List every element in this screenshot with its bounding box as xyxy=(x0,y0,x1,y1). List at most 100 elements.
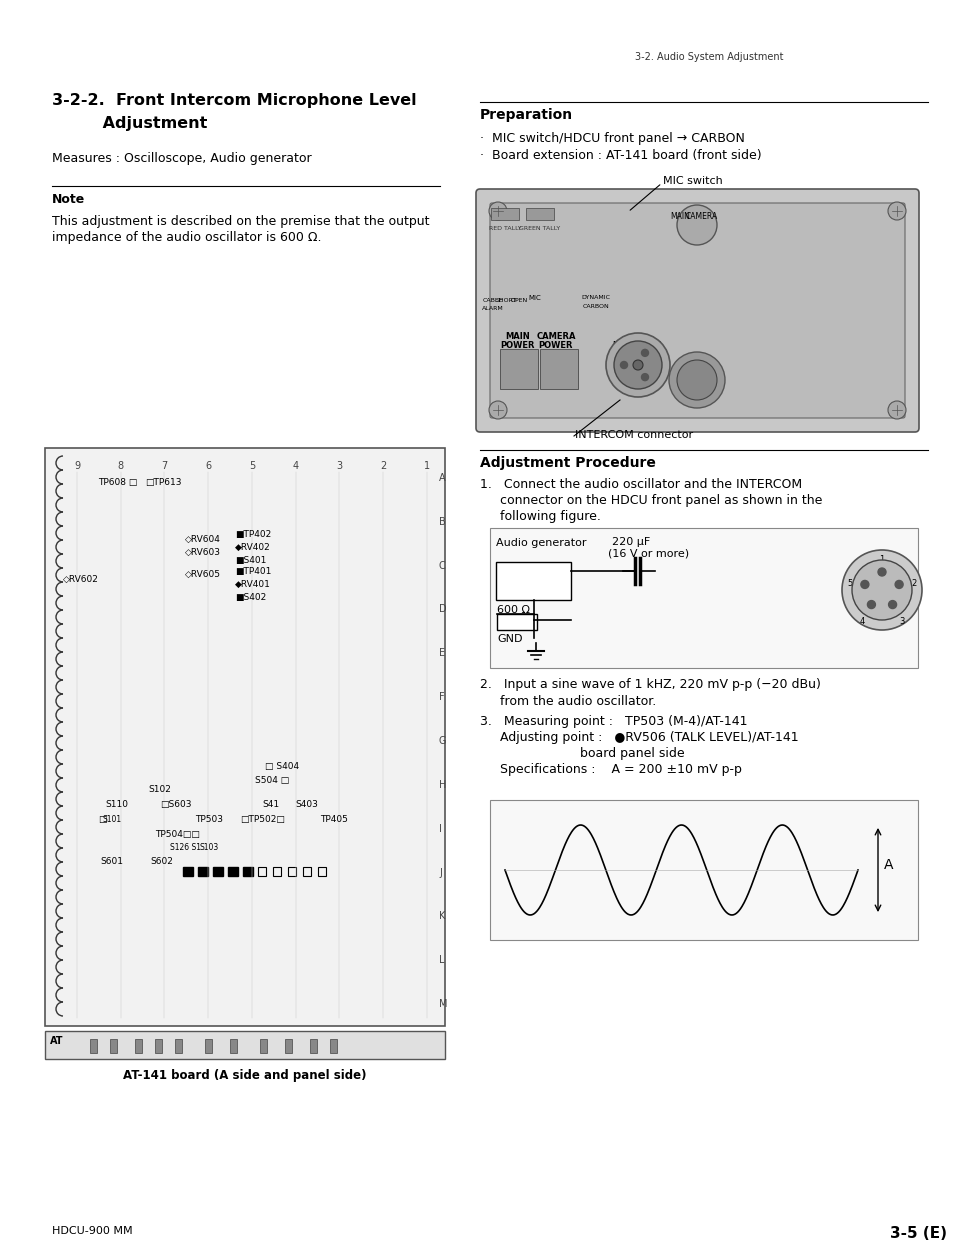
Text: ◇RV605: ◇RV605 xyxy=(185,570,221,578)
Bar xyxy=(230,1039,236,1052)
Text: INTERCOM connector: INTERCOM connector xyxy=(575,430,693,440)
Circle shape xyxy=(887,601,896,608)
Text: (16 V or more): (16 V or more) xyxy=(607,549,688,559)
Circle shape xyxy=(614,341,661,389)
Bar xyxy=(330,1039,336,1052)
Text: 3: 3 xyxy=(899,617,903,626)
Text: 6: 6 xyxy=(205,462,212,471)
Bar xyxy=(198,867,208,876)
Circle shape xyxy=(887,401,905,419)
Text: following figure.: following figure. xyxy=(479,510,600,522)
Circle shape xyxy=(877,569,885,576)
Text: A: A xyxy=(438,473,445,483)
Circle shape xyxy=(633,360,642,369)
Circle shape xyxy=(887,202,905,220)
Circle shape xyxy=(841,550,921,629)
Bar xyxy=(317,867,326,876)
Circle shape xyxy=(894,581,902,588)
Text: RED TALLY: RED TALLY xyxy=(488,226,520,231)
Bar xyxy=(491,208,518,220)
Text: MIC switch: MIC switch xyxy=(662,175,722,187)
Text: 2: 2 xyxy=(379,462,386,471)
Text: ALARM: ALARM xyxy=(481,306,503,311)
Text: ■TP402: ■TP402 xyxy=(234,530,271,539)
Text: ·  Board extension : AT-141 board (front side): · Board extension : AT-141 board (front … xyxy=(479,149,760,162)
Text: ◆RV402: ◆RV402 xyxy=(234,542,271,552)
Bar xyxy=(154,1039,162,1052)
Text: MAIN: MAIN xyxy=(669,211,689,221)
Bar xyxy=(110,1039,117,1052)
Text: E: E xyxy=(438,648,445,658)
Circle shape xyxy=(640,373,648,381)
FancyBboxPatch shape xyxy=(476,189,918,432)
Text: Preparation: Preparation xyxy=(479,108,573,122)
Text: B: B xyxy=(438,516,445,526)
Text: D: D xyxy=(438,605,446,615)
Bar xyxy=(496,562,571,600)
Text: ◇RV602: ◇RV602 xyxy=(63,575,99,583)
Text: □ S404: □ S404 xyxy=(265,763,299,771)
Text: SHORT: SHORT xyxy=(495,299,517,304)
Bar xyxy=(213,867,223,876)
Text: H: H xyxy=(438,780,446,790)
Bar xyxy=(303,867,311,876)
Text: J: J xyxy=(438,867,441,877)
Text: TP503: TP503 xyxy=(194,815,223,824)
Circle shape xyxy=(489,202,506,220)
Text: 5: 5 xyxy=(846,578,851,588)
Bar xyxy=(135,1039,142,1052)
Circle shape xyxy=(677,360,717,401)
Text: POWER: POWER xyxy=(538,341,573,350)
Text: I: I xyxy=(438,824,441,833)
Bar xyxy=(205,1039,212,1052)
Bar xyxy=(45,448,444,1026)
Text: S504 □: S504 □ xyxy=(254,776,289,785)
Text: from the audio oscillator.: from the audio oscillator. xyxy=(479,695,656,708)
Text: M: M xyxy=(438,999,447,1009)
Text: 8: 8 xyxy=(117,462,124,471)
Circle shape xyxy=(619,362,627,368)
Bar xyxy=(243,867,253,876)
Text: 600 Ω: 600 Ω xyxy=(497,605,530,615)
Text: Audio generator: Audio generator xyxy=(496,537,586,549)
Text: 3-2. Audio System Adjustment: 3-2. Audio System Adjustment xyxy=(635,52,782,62)
Circle shape xyxy=(866,601,875,608)
Bar xyxy=(273,867,281,876)
Text: S403: S403 xyxy=(294,800,317,809)
Bar xyxy=(490,800,917,940)
Text: GREEN TALLY: GREEN TALLY xyxy=(518,226,560,231)
Text: Measures : Oscilloscope, Audio generator: Measures : Oscilloscope, Audio generator xyxy=(52,152,312,165)
Text: CAMERA: CAMERA xyxy=(536,332,576,341)
Text: 5: 5 xyxy=(249,462,254,471)
Text: ◇RV604: ◇RV604 xyxy=(185,535,221,544)
Bar xyxy=(497,615,537,629)
Bar xyxy=(45,1031,444,1059)
Text: 3-5 (E): 3-5 (E) xyxy=(889,1227,946,1242)
Circle shape xyxy=(489,401,506,419)
Text: Specifications :    A = 200 ±10 mV p-p: Specifications : A = 200 ±10 mV p-p xyxy=(479,763,741,776)
FancyBboxPatch shape xyxy=(490,203,904,418)
Text: 3: 3 xyxy=(336,462,342,471)
Bar xyxy=(490,527,917,668)
Text: S126 S1: S126 S1 xyxy=(170,843,201,852)
Text: ·  MIC switch/HDCU front panel → CARBON: · MIC switch/HDCU front panel → CARBON xyxy=(479,132,744,146)
Bar xyxy=(288,867,295,876)
Text: board panel side: board panel side xyxy=(479,746,684,760)
Bar xyxy=(260,1039,267,1052)
Circle shape xyxy=(640,350,648,356)
Text: Adjustment: Adjustment xyxy=(52,116,207,131)
Text: AT-141 board (A side and panel side): AT-141 board (A side and panel side) xyxy=(123,1069,366,1082)
Circle shape xyxy=(851,560,911,620)
Circle shape xyxy=(860,581,868,588)
Text: INTERCOM: INTERCOM xyxy=(612,341,661,350)
Text: 1: 1 xyxy=(879,556,883,565)
Text: Adjustment Procedure: Adjustment Procedure xyxy=(479,457,656,470)
Text: Adjusting point :   ●RV506 (TALK LEVEL)/AT-141: Adjusting point : ●RV506 (TALK LEVEL)/AT… xyxy=(479,731,798,744)
Text: S101: S101 xyxy=(103,815,122,824)
Bar xyxy=(90,1039,97,1052)
Text: 4: 4 xyxy=(293,462,298,471)
Text: MAIN: MAIN xyxy=(505,332,530,341)
Text: K: K xyxy=(438,912,445,922)
Text: □TP502□: □TP502□ xyxy=(240,815,285,824)
Circle shape xyxy=(668,352,724,408)
